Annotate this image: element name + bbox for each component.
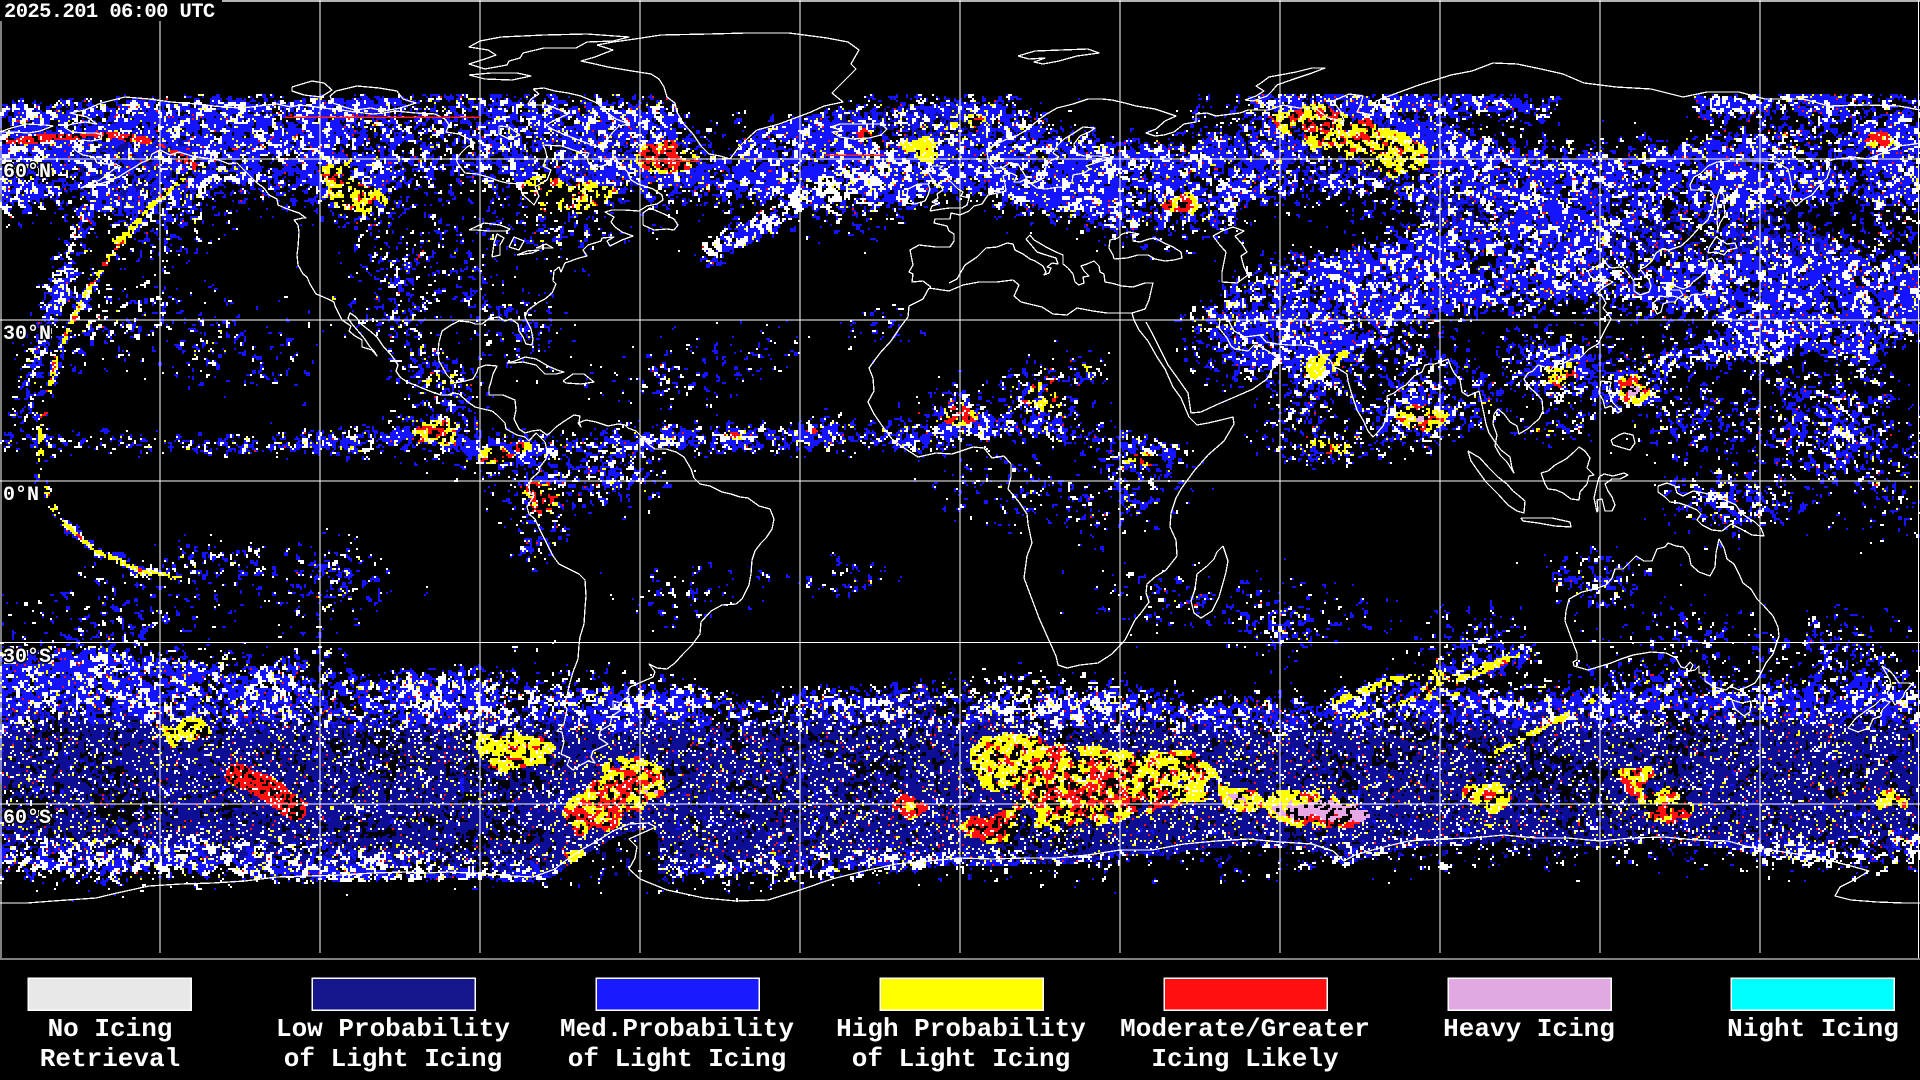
svg-text:of Light Icing: of Light Icing (568, 1044, 786, 1074)
svg-text:Low Probability: Low Probability (276, 1014, 510, 1044)
svg-text:Retrieval: Retrieval (40, 1044, 180, 1074)
svg-text:Heavy Icing: Heavy Icing (1443, 1014, 1615, 1044)
svg-text:60°N: 60°N (3, 161, 51, 184)
svg-text:No Icing: No Icing (48, 1014, 173, 1044)
svg-text:30°N: 30°N (3, 323, 51, 346)
svg-text:High Probability: High Probability (836, 1014, 1086, 1044)
svg-text:Moderate/Greater: Moderate/Greater (1120, 1014, 1370, 1044)
svg-text:60°S: 60°S (3, 807, 51, 830)
svg-text:Icing Likely: Icing Likely (1151, 1044, 1339, 1074)
svg-text:2025.201 06:00 UTC: 2025.201 06:00 UTC (4, 1, 215, 24)
svg-text:30°S: 30°S (3, 646, 51, 669)
svg-text:0°N: 0°N (3, 484, 39, 507)
svg-text:Night Icing: Night Icing (1727, 1014, 1899, 1044)
svg-text:of Light Icing: of Light Icing (284, 1044, 502, 1074)
svg-text:Med.Probability: Med.Probability (560, 1014, 794, 1044)
svg-text:of Light Icing: of Light Icing (852, 1044, 1070, 1074)
